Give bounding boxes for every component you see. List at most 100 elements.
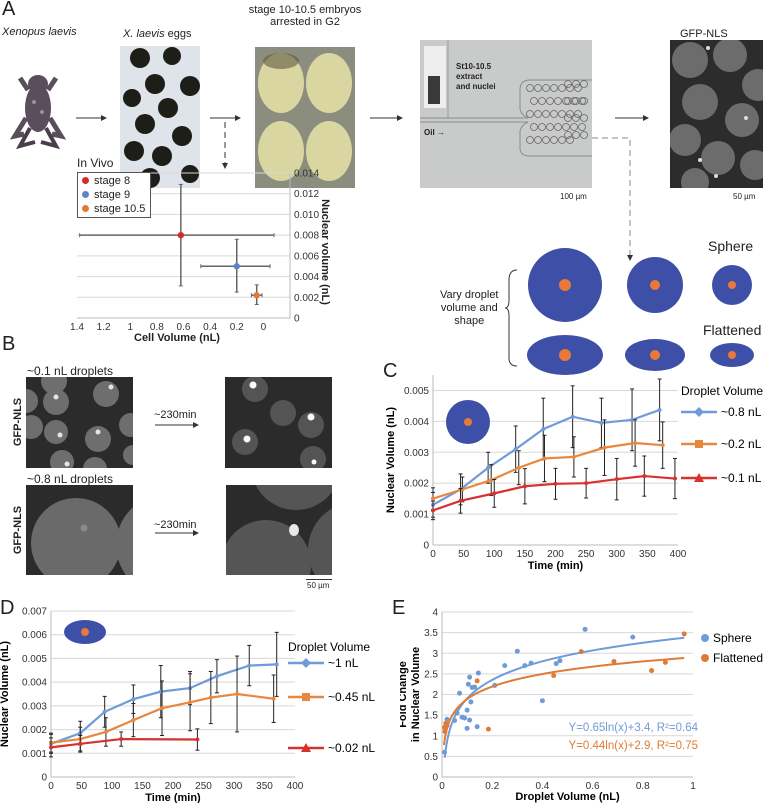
device-droplet [570, 97, 578, 105]
panel-b-scale-bar: 50 µm [307, 581, 330, 590]
y-tick-label: 0.010 [294, 210, 319, 221]
y-tick-label: 0.004 [22, 678, 47, 689]
x-tick-label: 0.8 [150, 322, 164, 333]
x-tick-label: 250 [578, 549, 595, 560]
panel-label-a: A [2, 0, 16, 20]
legend-title: Droplet Volume [288, 640, 370, 654]
x-tick-label: 0.6 [586, 781, 600, 792]
legend-label: stage 10.5 [94, 203, 146, 215]
data-point [681, 631, 687, 637]
frog-caption: Xenopus laevis [2, 26, 77, 38]
data-point [649, 668, 655, 674]
data-point [431, 508, 435, 513]
in-vivo-x-axis-label: Cell Volume (nL) [134, 332, 220, 344]
data-point [208, 695, 213, 700]
flattened-label: Flattened [703, 322, 762, 338]
device-droplet [550, 84, 558, 92]
in-vivo-y-axis-label: Nuclear volume (nL) [319, 199, 331, 305]
nucleus-dot [559, 279, 571, 291]
device-label: St10-10.5 extract and nuclei [456, 62, 496, 92]
device-droplet [572, 114, 580, 122]
data-point [431, 496, 435, 501]
y-tick-label: 0.006 [294, 251, 319, 262]
legend-dot [701, 654, 709, 662]
device-droplet [580, 97, 588, 105]
time-arrow-label-top: ~230min [154, 409, 197, 421]
series-Flattened [442, 631, 687, 746]
data-point [557, 658, 563, 664]
oil-label: Oil → [424, 128, 445, 137]
legend-dot [82, 177, 89, 184]
legend-label: ~0.8 nL [721, 405, 762, 419]
x-tick-label: 0.4 [535, 781, 549, 792]
data-point [214, 674, 219, 679]
device-droplet [538, 123, 546, 131]
eggs-caption: X. laevis eggs [123, 28, 192, 40]
vary-droplet-label: Vary droplet volume and shape [440, 289, 499, 328]
device-droplet [538, 97, 546, 105]
legend-marker-diamond [301, 658, 311, 668]
data-point [513, 447, 518, 452]
legend-dot [82, 191, 89, 198]
legend-item: stage 8 [82, 175, 130, 187]
vary-label-line1: Vary droplet [440, 289, 499, 301]
device-droplet [570, 123, 578, 131]
device-droplet [554, 97, 562, 105]
x-tick-label: 100 [104, 781, 121, 792]
x-tick-label: 300 [608, 549, 625, 560]
device-droplet [574, 84, 582, 92]
x-tick-label: 0.2 [230, 322, 244, 333]
data-point [458, 498, 463, 503]
brace [505, 269, 518, 367]
droplet-shape-schematic [505, 248, 754, 375]
y-tick-label: 0 [423, 541, 429, 552]
x-tick-label: 0.6 [177, 322, 191, 333]
x-axis-label: Droplet Volume (nL) [515, 791, 620, 803]
y-tick-label: 0.006 [22, 630, 47, 641]
data-point [486, 465, 491, 470]
legend-marker-triangle [694, 473, 704, 482]
device-droplet [558, 84, 566, 92]
device-droplet [526, 110, 534, 118]
gfp-nls-row-label-top: GFP-NLS [12, 397, 24, 447]
data-point [464, 725, 470, 731]
data-point [274, 662, 279, 667]
device-droplet [550, 136, 558, 144]
series-~0.1 nL [431, 455, 677, 521]
embryos-photo [255, 47, 355, 188]
legend-marker-square [695, 440, 703, 448]
y-tick-label: 1 [432, 731, 438, 742]
gfp-caption: GFP-NLS [680, 28, 728, 40]
x-tick-label: 1 [127, 322, 133, 333]
device-droplet [542, 136, 550, 144]
nucleus-dot [728, 281, 736, 289]
data-point [492, 491, 497, 496]
data-point [253, 292, 260, 299]
data-point [489, 478, 494, 483]
x-tick-label: 350 [256, 781, 273, 792]
device-droplet [578, 97, 586, 105]
series-~0.02 nL [49, 728, 200, 758]
legend-marker-triangle [301, 743, 311, 752]
x-tick-label: 1.2 [97, 322, 111, 333]
small-droplets-label: ~0.1 nL droplets [27, 364, 113, 378]
data-point [233, 263, 240, 270]
y-tick-label: 0 [432, 773, 438, 784]
device-droplet [572, 80, 580, 88]
sphere-label: Sphere [708, 238, 754, 254]
device-droplet [562, 123, 570, 131]
gfp-nls-photo [670, 40, 763, 188]
legend-label: ~0.1 nL [721, 471, 762, 485]
legend-title: Droplet Volume [681, 384, 763, 398]
data-point [468, 699, 474, 705]
legend-item: stage 9 [82, 189, 130, 201]
y-tick-label: 0 [294, 314, 300, 325]
data-point [599, 420, 604, 425]
device-droplet [580, 131, 588, 139]
y-tick-label: 3.5 [424, 628, 438, 639]
y-tick-label: 0.007 [22, 607, 47, 618]
data-point [235, 692, 240, 696]
device-droplet [572, 97, 580, 105]
nucleus-dot [650, 280, 660, 290]
device-droplet [562, 97, 570, 105]
